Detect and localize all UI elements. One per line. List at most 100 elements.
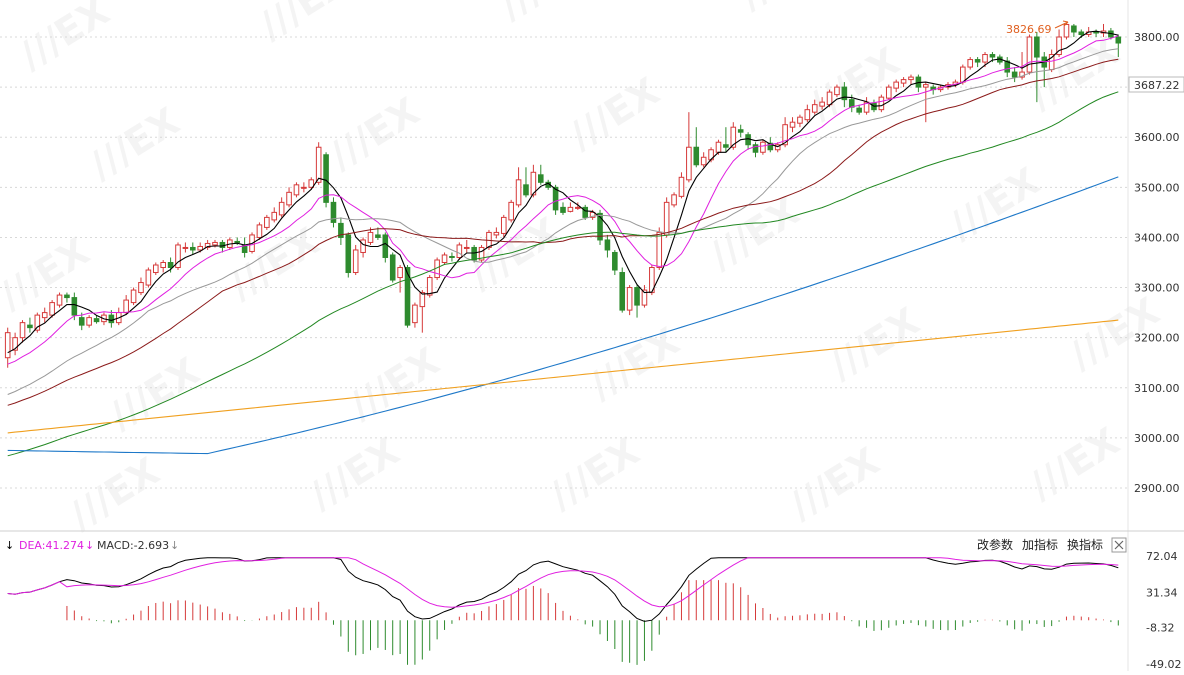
candle-body bbox=[27, 324, 33, 329]
candle bbox=[264, 214, 270, 230]
candle bbox=[389, 252, 396, 283]
candle bbox=[1026, 34, 1033, 75]
watermark-text: ///EX bbox=[101, 349, 206, 438]
candle bbox=[575, 202, 581, 210]
edit-params-button[interactable]: 改参数 bbox=[977, 537, 1013, 552]
candle-body bbox=[663, 201, 670, 236]
candle bbox=[463, 239, 470, 253]
ma20-line bbox=[7, 48, 1119, 395]
candle bbox=[523, 167, 529, 198]
candle-body bbox=[893, 81, 899, 89]
candle-body bbox=[878, 96, 885, 111]
candle-body bbox=[582, 206, 589, 218]
candle bbox=[1034, 31, 1040, 103]
arrow-down-icon: ↓ bbox=[5, 539, 14, 552]
candle bbox=[1004, 57, 1011, 78]
candle-body bbox=[204, 242, 211, 248]
watermark-text: ///EX bbox=[221, 219, 326, 308]
y-axis-ticks: 3800.003700.003600.003500.003400.003300.… bbox=[1134, 31, 1180, 495]
candle bbox=[1063, 23, 1070, 40]
candle bbox=[537, 164, 544, 185]
macd-y-tick-label: 31.34 bbox=[1146, 586, 1178, 599]
candle-body bbox=[597, 212, 603, 241]
candle-body bbox=[1056, 36, 1062, 56]
candle-body bbox=[508, 201, 514, 221]
candle-body bbox=[212, 241, 218, 246]
arrow-down-icon: ↓ bbox=[170, 539, 179, 552]
candle bbox=[797, 114, 803, 128]
candle bbox=[1056, 29, 1062, 58]
ma5-line bbox=[7, 30, 1119, 354]
candle bbox=[338, 217, 344, 245]
candle-body bbox=[974, 59, 981, 63]
candle-body bbox=[264, 216, 270, 228]
candle-body bbox=[560, 206, 566, 213]
candle-body bbox=[197, 245, 204, 251]
candle-body bbox=[960, 66, 966, 83]
candle bbox=[175, 242, 181, 271]
candle-body bbox=[463, 246, 470, 249]
candle-body bbox=[323, 154, 329, 203]
candle-body bbox=[493, 231, 500, 236]
candle bbox=[819, 97, 825, 110]
candle-body bbox=[752, 144, 759, 153]
candle-body bbox=[1034, 36, 1040, 58]
y-tick-label: 3300.00 bbox=[1134, 282, 1180, 295]
candle-body bbox=[301, 186, 307, 189]
high-price-arrow-head bbox=[1062, 20, 1069, 27]
candle-body bbox=[338, 222, 344, 238]
candle-body bbox=[389, 254, 396, 281]
watermark-text: ///EX bbox=[0, 229, 97, 318]
candle-body bbox=[782, 124, 788, 146]
candle-body bbox=[804, 109, 811, 121]
candle bbox=[360, 237, 366, 258]
candle bbox=[449, 252, 455, 262]
candle bbox=[256, 222, 263, 240]
close-icon[interactable] bbox=[1111, 537, 1127, 553]
candle-body bbox=[641, 289, 648, 306]
candle-body bbox=[49, 302, 55, 316]
candle-body bbox=[834, 86, 840, 96]
candle bbox=[108, 310, 115, 328]
candle bbox=[841, 82, 848, 108]
candle-body bbox=[190, 246, 196, 251]
candle-body bbox=[412, 304, 418, 324]
candle-body bbox=[530, 171, 537, 196]
candle-body bbox=[737, 129, 744, 133]
candle-body bbox=[745, 134, 751, 146]
candle-body bbox=[1078, 31, 1085, 35]
candle-body bbox=[108, 314, 115, 324]
candle bbox=[634, 285, 640, 318]
candle-body bbox=[330, 201, 337, 223]
candle bbox=[49, 300, 55, 318]
candle bbox=[619, 267, 626, 313]
candle-body bbox=[293, 184, 300, 196]
candle-body bbox=[382, 234, 389, 258]
candle-body bbox=[1019, 71, 1025, 78]
candle bbox=[278, 197, 285, 218]
candle-body bbox=[552, 186, 559, 211]
candle bbox=[649, 265, 655, 296]
candles-layer bbox=[4, 23, 1122, 368]
watermark-text: ///EX bbox=[461, 209, 566, 298]
candle-body bbox=[93, 318, 100, 323]
candle bbox=[456, 242, 463, 260]
add-indicator-button[interactable]: 加指标 bbox=[1022, 537, 1058, 552]
candle bbox=[900, 77, 907, 88]
candle-body bbox=[449, 255, 455, 258]
candle bbox=[626, 285, 633, 316]
switch-indicator-button[interactable]: 换指标 bbox=[1067, 537, 1103, 552]
candle bbox=[330, 197, 337, 228]
candle bbox=[397, 265, 403, 293]
candle-body bbox=[693, 146, 700, 166]
candle-body bbox=[612, 251, 618, 271]
candle-body bbox=[515, 179, 522, 206]
candle-body bbox=[145, 269, 152, 286]
candle bbox=[56, 292, 63, 308]
candle bbox=[419, 290, 426, 333]
candle-body bbox=[64, 294, 70, 299]
candle bbox=[686, 112, 692, 183]
watermark-text: ///EX bbox=[301, 429, 406, 518]
candle-body bbox=[34, 314, 41, 331]
candle-body bbox=[715, 141, 722, 153]
